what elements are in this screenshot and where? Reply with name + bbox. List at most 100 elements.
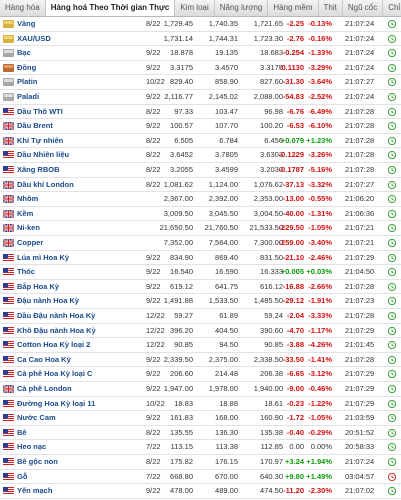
flag-icon bbox=[3, 49, 14, 58]
time: 21:07:28 bbox=[345, 281, 375, 291]
flag-icon bbox=[3, 326, 14, 335]
low-price: 18.61 bbox=[264, 398, 283, 408]
last-price: 100.57 bbox=[170, 121, 193, 131]
change: -21.10 bbox=[282, 252, 304, 262]
change: +0.005 bbox=[280, 267, 304, 277]
flag-icon bbox=[3, 268, 14, 277]
change-percent: -1.41% bbox=[308, 354, 332, 364]
quote-row: Lúa mì Hoa Kỳ 9/22 834.90 869.40 831.50 -21.1… bbox=[0, 251, 401, 266]
last-price: 18.878 bbox=[170, 48, 193, 58]
change-percent: -0.46% bbox=[308, 384, 332, 393]
commodity-name[interactable]: Paladi bbox=[17, 92, 40, 101]
last-price: 16.540 bbox=[170, 267, 193, 277]
last-price: 7,352.00 bbox=[163, 238, 193, 247]
commodity-name[interactable]: Yến mạch bbox=[17, 486, 53, 496]
flag-icon bbox=[3, 487, 14, 496]
change-percent: -2.66% bbox=[308, 281, 332, 291]
low-price: 96.98 bbox=[264, 106, 283, 116]
commodity-name[interactable]: Dầu Đậu nành Hoa Kỳ bbox=[17, 311, 96, 320]
commodity-name[interactable]: Copper bbox=[17, 238, 44, 247]
commodity-name[interactable]: Gỗ bbox=[17, 471, 28, 481]
commodity-name[interactable]: Thóc bbox=[17, 267, 35, 277]
commodity-name[interactable]: Đậu nành Hoa Kỳ bbox=[17, 296, 80, 306]
high-price: 670.00 bbox=[215, 471, 238, 481]
high-price: 107.70 bbox=[215, 121, 238, 131]
tab[interactable]: Thịt bbox=[319, 0, 343, 16]
commodity-name[interactable]: Dầu khí London bbox=[17, 179, 74, 189]
high-price: 489.00 bbox=[215, 486, 238, 496]
last-price: 1,081.62 bbox=[163, 179, 193, 189]
last-price: 2,116.77 bbox=[164, 92, 193, 101]
commodity-name[interactable]: Platin bbox=[17, 77, 38, 87]
commodity-name[interactable]: Nhôm bbox=[17, 194, 39, 204]
month: 10/22 bbox=[146, 398, 165, 408]
tab[interactable]: Ngũ cốc bbox=[343, 0, 384, 16]
month: 9/22 bbox=[146, 384, 161, 393]
commodity-name[interactable]: Ca Cao Hoa Kỳ bbox=[17, 354, 71, 364]
time: 21:07:29 bbox=[345, 384, 375, 393]
commodity-name[interactable]: Kẽm bbox=[17, 208, 34, 218]
status-icon bbox=[388, 224, 396, 233]
month: 9/22 bbox=[146, 413, 161, 423]
tab[interactable]: Kim loại bbox=[175, 0, 215, 16]
quote-row: Heo nạc 7/22 113.15 113.38 112.85 0.00 0.00% 20… bbox=[0, 440, 401, 455]
commodity-name[interactable]: Lúa mì Hoa Kỳ bbox=[17, 252, 70, 262]
month: 9/22 bbox=[146, 267, 161, 277]
tab[interactable]: Hàng mềm bbox=[268, 0, 319, 16]
low-price: 3.2030 bbox=[260, 165, 283, 174]
status-icon bbox=[388, 20, 396, 28]
commodity-name[interactable]: Bắp Hoa Kỳ bbox=[17, 281, 60, 291]
last-price: 113.15 bbox=[170, 442, 193, 452]
tab[interactable]: Hàng hoá Theo Thời gian Thực bbox=[45, 0, 176, 16]
change: -33.50 bbox=[282, 354, 304, 364]
commodity-name[interactable]: Cà phê London bbox=[17, 384, 72, 393]
high-price: 21,760.50 bbox=[204, 223, 238, 233]
commodity-name[interactable]: Bê gộc non bbox=[17, 457, 58, 466]
last-price: 161.83 bbox=[170, 413, 193, 423]
time: 21:07:21 bbox=[345, 223, 375, 233]
flag-icon bbox=[3, 355, 14, 364]
time: 21:07:28 bbox=[345, 354, 375, 364]
commodity-name[interactable]: Cà phê Hoa Kỳ loại C bbox=[17, 369, 93, 379]
change: -259.00 bbox=[278, 238, 304, 247]
commodity-name[interactable]: Dầu Nhiên liệu bbox=[17, 150, 70, 160]
commodity-name[interactable]: Nước Cam bbox=[17, 413, 56, 423]
time: 03:04:57 bbox=[345, 471, 375, 481]
time: 21:01:45 bbox=[345, 340, 375, 350]
high-price: 136.30 bbox=[215, 427, 238, 437]
status-icon bbox=[388, 151, 396, 160]
quote-row: XAU/USD 1,731.14 1,744.31 1,723.30 -2.76 -0.1… bbox=[0, 32, 401, 47]
tab[interactable]: Chỉ bbox=[383, 0, 401, 16]
commodity-name[interactable]: Xăng RBOB bbox=[17, 165, 60, 174]
commodity-name[interactable]: Đồng bbox=[17, 62, 37, 72]
month: 9/22 bbox=[146, 121, 161, 131]
status-icon bbox=[388, 268, 396, 277]
commodity-name[interactable]: Bê bbox=[17, 427, 27, 437]
change: -0.1229 bbox=[278, 150, 304, 160]
commodity-name[interactable]: Đường Hoa Kỳ loại 11 bbox=[17, 398, 96, 408]
commodity-name[interactable]: XAU/USD bbox=[17, 33, 51, 43]
change: -54.83 bbox=[282, 92, 304, 101]
commodity-name[interactable]: Khô Đậu nành Hoa Kỳ bbox=[17, 325, 96, 335]
commodity-name[interactable]: Cotton Hoa Kỳ loại 2 bbox=[17, 340, 91, 350]
quote-row: Cotton Hoa Kỳ loại 2 12/22 90.85 94.50 90.85… bbox=[0, 338, 401, 353]
commodity-name[interactable]: Bạc bbox=[17, 48, 31, 58]
commodity-name[interactable]: Dầu Thô WTI bbox=[17, 106, 63, 116]
commodity-name[interactable]: Ni-ken bbox=[17, 223, 40, 233]
month: 8/22 bbox=[146, 106, 161, 116]
high-price: 214.48 bbox=[215, 369, 238, 379]
tab[interactable]: Năng lượng bbox=[215, 0, 269, 16]
high-price: 2,375.00 bbox=[208, 354, 238, 364]
commodity-name[interactable]: Khí Tự nhiên bbox=[17, 135, 64, 145]
commodity-name[interactable]: Vàng bbox=[17, 19, 36, 28]
time: 20:58:33 bbox=[345, 442, 375, 452]
commodity-name[interactable]: Dầu Brent bbox=[17, 121, 53, 131]
commodity-name[interactable]: Heo nạc bbox=[17, 442, 47, 452]
tab[interactable]: Hàng hóa bbox=[0, 0, 46, 16]
status-icon bbox=[388, 136, 396, 145]
change: -6.76 bbox=[286, 106, 304, 116]
change: -11.20 bbox=[283, 486, 304, 496]
month: 7/22 bbox=[146, 442, 161, 452]
change-percent: -2.30% bbox=[308, 486, 332, 496]
quote-row: Đồng 9/22 3.3175 3.4570 3.3175 -0.1130 -3.29% 2… bbox=[0, 61, 401, 76]
